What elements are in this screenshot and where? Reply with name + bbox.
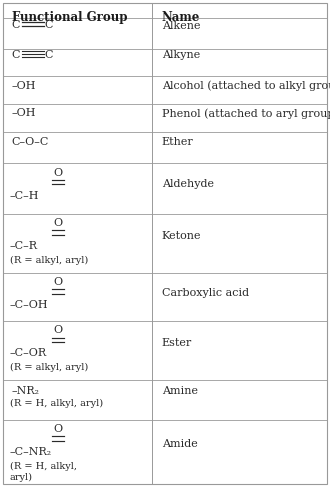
Text: Functional Group: Functional Group: [12, 11, 127, 24]
Text: –C–OH: –C–OH: [10, 300, 49, 310]
Text: Alcohol (attached to alkyl group): Alcohol (attached to alkyl group): [162, 81, 330, 91]
Text: Alkyne: Alkyne: [162, 51, 200, 60]
Text: C: C: [45, 20, 53, 30]
Text: Aldehyde: Aldehyde: [162, 179, 214, 189]
Text: Phenol (attached to aryl group): Phenol (attached to aryl group): [162, 108, 330, 119]
Text: Carboxylic acid: Carboxylic acid: [162, 288, 249, 298]
Text: –C–R: –C–R: [10, 241, 38, 251]
Text: –OH: –OH: [12, 81, 36, 90]
Text: (R = alkyl, aryl): (R = alkyl, aryl): [10, 256, 88, 265]
Text: O: O: [53, 168, 62, 178]
Text: –C–NR₂: –C–NR₂: [10, 447, 52, 457]
Text: (R = H, alkyl,: (R = H, alkyl,: [10, 462, 77, 471]
Text: Ether: Ether: [162, 137, 193, 147]
Text: Alkene: Alkene: [162, 20, 200, 31]
Text: –C–H: –C–H: [10, 191, 39, 201]
Text: Ketone: Ketone: [162, 231, 201, 241]
Text: –C–OR: –C–OR: [10, 348, 47, 358]
Text: C–O–C: C–O–C: [12, 137, 49, 147]
Text: Name: Name: [162, 11, 200, 24]
Text: (R = H, alkyl, aryl): (R = H, alkyl, aryl): [10, 399, 103, 408]
Text: aryl): aryl): [10, 472, 33, 482]
Text: Ester: Ester: [162, 338, 192, 348]
Text: –OH: –OH: [12, 108, 36, 119]
Text: C: C: [12, 20, 20, 30]
Text: C: C: [12, 50, 20, 60]
Text: O: O: [53, 218, 62, 228]
Text: O: O: [53, 326, 62, 335]
Text: Amine: Amine: [162, 386, 198, 396]
Text: O: O: [53, 278, 62, 287]
Text: (R = alkyl, aryl): (R = alkyl, aryl): [10, 363, 88, 372]
Text: C: C: [45, 50, 53, 60]
Text: Amide: Amide: [162, 439, 197, 449]
Text: –NR₂: –NR₂: [12, 386, 40, 396]
Text: O: O: [53, 424, 62, 434]
